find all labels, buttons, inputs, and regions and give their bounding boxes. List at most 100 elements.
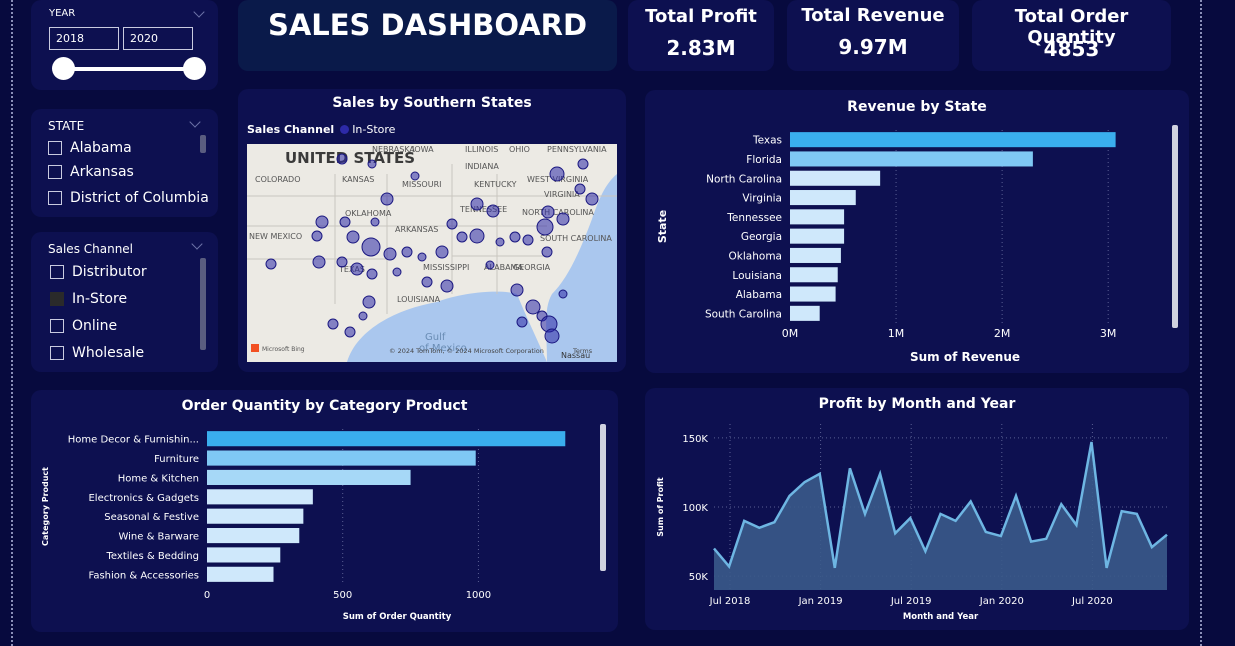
map-point[interactable]	[336, 256, 348, 268]
map-point[interactable]	[446, 218, 458, 230]
checkbox[interactable]	[48, 165, 62, 179]
map-point[interactable]	[574, 183, 586, 195]
map-point[interactable]	[456, 231, 468, 243]
map-point[interactable]	[558, 289, 568, 299]
map-point[interactable]	[536, 218, 554, 236]
year-slider-track[interactable]	[61, 67, 196, 71]
bar[interactable]	[207, 528, 300, 544]
map-point[interactable]	[383, 247, 397, 261]
state-item[interactable]: Alabama	[48, 140, 132, 156]
channel-item[interactable]: Distributor	[50, 264, 147, 280]
state-item[interactable]: District of Columbia	[48, 190, 209, 206]
map-point[interactable]	[367, 159, 377, 169]
chevron-down-icon[interactable]	[189, 116, 201, 128]
map-point[interactable]	[366, 268, 378, 280]
checkbox-checked[interactable]	[50, 292, 64, 306]
channel-item[interactable]: In-Store	[50, 291, 127, 307]
channel-scrollbar[interactable]	[200, 258, 206, 350]
map-point[interactable]	[410, 171, 420, 181]
map-point[interactable]	[361, 237, 381, 257]
bar[interactable]	[790, 305, 820, 321]
map-point[interactable]	[541, 246, 553, 258]
state-scrollbar[interactable]	[200, 135, 206, 153]
checkbox[interactable]	[48, 191, 62, 205]
year-slider-handle-start[interactable]	[52, 57, 75, 80]
year-slider-handle-end[interactable]	[183, 57, 206, 80]
map-point[interactable]	[510, 283, 524, 297]
map-point[interactable]	[311, 230, 323, 242]
bar[interactable]	[207, 431, 566, 447]
bar[interactable]	[790, 228, 845, 244]
channel-item[interactable]: Wholesale	[50, 345, 144, 361]
map-point[interactable]	[485, 260, 495, 270]
bar[interactable]	[207, 450, 476, 466]
map-point[interactable]	[525, 299, 541, 315]
map-point[interactable]	[440, 279, 454, 293]
page-title: SALES DASHBOARD	[267, 8, 588, 42]
map-point[interactable]	[486, 204, 500, 218]
map-point[interactable]	[362, 295, 376, 309]
map-point[interactable]	[435, 245, 449, 259]
year-to-input[interactable]: 2020	[123, 27, 193, 50]
bar[interactable]	[790, 247, 841, 263]
map-point[interactable]	[509, 231, 521, 243]
bar[interactable]	[790, 132, 1116, 148]
map-point[interactable]	[556, 212, 570, 226]
map-point[interactable]	[401, 246, 413, 258]
map-point[interactable]	[346, 230, 360, 244]
chart-title: Revenue by State	[847, 99, 987, 115]
map-point[interactable]	[469, 228, 485, 244]
year-from-input[interactable]: 2018	[49, 27, 119, 50]
map-point[interactable]	[541, 205, 555, 219]
map-point[interactable]	[380, 192, 394, 206]
map-point[interactable]	[312, 255, 326, 269]
bar[interactable]	[207, 489, 313, 505]
bar[interactable]	[207, 566, 274, 582]
map-point[interactable]	[358, 311, 368, 321]
channel-item[interactable]: Online	[50, 318, 117, 334]
map-point[interactable]	[421, 276, 433, 288]
map-point[interactable]	[577, 158, 589, 170]
map-point[interactable]	[350, 262, 364, 276]
map-point[interactable]	[522, 234, 534, 246]
bar[interactable]	[790, 286, 836, 302]
chevron-down-icon[interactable]	[191, 238, 203, 250]
bar[interactable]	[790, 151, 1033, 167]
map-point[interactable]	[344, 326, 356, 338]
x-tick-label: 1000	[466, 590, 491, 601]
map-point[interactable]	[370, 217, 380, 227]
quantity-scrollbar[interactable]	[600, 424, 606, 571]
bar[interactable]	[790, 190, 856, 206]
checkbox[interactable]	[50, 346, 64, 360]
map-point[interactable]	[336, 153, 348, 165]
chevron-down-icon[interactable]	[193, 6, 205, 18]
map-point[interactable]	[470, 197, 484, 211]
map-point[interactable]	[585, 192, 599, 206]
map-point[interactable]	[417, 252, 427, 262]
map-point[interactable]	[495, 237, 505, 247]
bar[interactable]	[207, 469, 411, 485]
bar[interactable]	[790, 209, 845, 225]
map-point[interactable]	[549, 166, 565, 182]
sales-map[interactable]: UNITED STATES NEBRASKA IOWA ILLINOIS OHIO PE…	[247, 144, 617, 362]
map-point[interactable]	[392, 267, 402, 277]
map-point[interactable]	[315, 215, 329, 229]
map-state-label: SOUTH CAROLINA	[540, 234, 612, 243]
bar[interactable]	[790, 170, 881, 186]
checkbox[interactable]	[50, 319, 64, 333]
revenue-scrollbar[interactable]	[1172, 125, 1178, 328]
state-item[interactable]: Arkansas	[48, 164, 134, 180]
checkbox[interactable]	[50, 265, 64, 279]
series-line[interactable]	[713, 441, 1168, 570]
map-point[interactable]	[327, 318, 339, 330]
map-point[interactable]	[265, 258, 277, 270]
bar[interactable]	[207, 508, 304, 524]
bar[interactable]	[790, 267, 838, 283]
category-label: Furniture	[154, 454, 199, 465]
map-point[interactable]	[544, 328, 560, 344]
map-point[interactable]	[339, 216, 351, 228]
bar[interactable]	[207, 547, 281, 563]
checkbox[interactable]	[48, 141, 62, 155]
map-terms-link[interactable]: Terms	[572, 347, 593, 355]
map-point[interactable]	[516, 316, 528, 328]
